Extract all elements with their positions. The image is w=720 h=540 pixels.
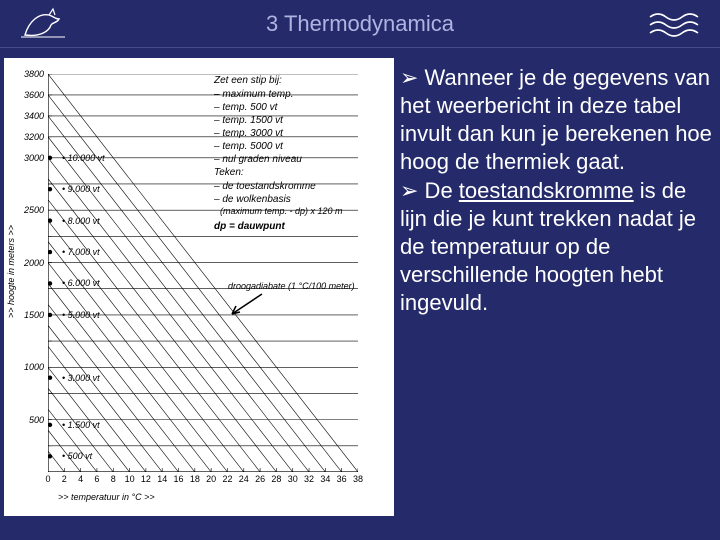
legend-dp: dp = dauwpunt — [214, 220, 394, 233]
bullet-text-a: De — [418, 178, 458, 203]
y-tick-label: 500 — [29, 415, 44, 425]
x-tick-label: 2 — [62, 474, 67, 484]
altitude-label: • 5.000 vt — [62, 310, 100, 320]
x-tick-label: 22 — [222, 474, 232, 484]
altitude-label: • 9.000 vt — [62, 184, 100, 194]
x-tick-label: 38 — [353, 474, 363, 484]
slide-title: 3 Thermodynamica — [266, 11, 454, 37]
x-axis-labels: 02468101214161820222426283032343638 — [48, 474, 358, 488]
y-tick-label: 2000 — [24, 258, 44, 268]
x-tick-label: 24 — [239, 474, 249, 484]
x-tick-label: 12 — [141, 474, 151, 484]
legend-sub: (maximum temp. - dp) x 120 m — [220, 206, 394, 218]
altitude-label: • 1.500 vt — [62, 420, 100, 430]
x-tick-label: 28 — [271, 474, 281, 484]
x-tick-label: 6 — [94, 474, 99, 484]
x-tick-label: 30 — [288, 474, 298, 484]
legend-item: temp. 5000 vt — [214, 140, 394, 153]
altitude-label: • 3.000 vt — [62, 373, 100, 383]
y-tick-label: 1000 — [24, 362, 44, 372]
y-tick-label: 3400 — [24, 111, 44, 121]
chart-panel: >> hoogte in meters >> >> temperatuur in… — [4, 58, 394, 516]
x-tick-label: 20 — [206, 474, 216, 484]
altitude-label: • 500 vt — [62, 451, 92, 461]
legend-item: temp. 500 vt — [214, 101, 394, 114]
legend-head-1: Zet een stip bij: — [214, 74, 394, 87]
x-tick-label: 0 — [45, 474, 50, 484]
x-tick-label: 34 — [320, 474, 330, 484]
y-tick-label: 1500 — [24, 310, 44, 320]
x-tick-label: 32 — [304, 474, 314, 484]
legend-item: temp. 1500 vt — [214, 114, 394, 127]
slide-body: >> hoogte in meters >> >> temperatuur in… — [0, 48, 720, 540]
altitude-label: • 10.000 vt — [62, 153, 105, 163]
y-tick-label: 2500 — [24, 205, 44, 215]
bullet-icon: ➢ — [400, 178, 418, 203]
altitude-label: • 7.000 vt — [62, 247, 100, 257]
wave-icon — [646, 9, 706, 39]
bullet-1: ➢ Wanneer je de gegevens van het weerber… — [400, 64, 714, 177]
y-axis-labels: 500100015002000250030003200340036003800 — [10, 74, 46, 472]
bullet-text: Wanneer je de gegevens van het weerberic… — [400, 65, 712, 174]
legend-item: maximum temp. — [214, 88, 394, 101]
y-tick-label: 3200 — [24, 132, 44, 142]
y-tick-label: 3600 — [24, 90, 44, 100]
x-tick-label: 8 — [111, 474, 116, 484]
x-tick-label: 36 — [337, 474, 347, 484]
x-tick-label: 4 — [78, 474, 83, 484]
legend-item: de wolkenbasis — [214, 193, 394, 206]
altitude-label: • 8.000 vt — [62, 216, 100, 226]
slide-header: 3 Thermodynamica — [0, 0, 720, 48]
horse-icon — [14, 7, 74, 41]
altitude-label: • 6.000 vt — [62, 278, 100, 288]
bullet-2: ➢ De toestandskromme is de lijn die je k… — [400, 177, 714, 318]
legend-item: nul graden niveau — [214, 153, 394, 166]
legend-item: de toestandskromme — [214, 180, 394, 193]
text-panel: ➢ Wanneer je de gegevens van het weerber… — [398, 48, 720, 540]
bullet-icon: ➢ — [400, 65, 418, 90]
y-tick-label: 3000 — [24, 153, 44, 163]
legend-head-2: Teken: — [214, 166, 394, 179]
x-tick-label: 10 — [125, 474, 135, 484]
x-axis-title: >> temperatuur in °C >> — [58, 492, 155, 502]
x-tick-label: 18 — [190, 474, 200, 484]
x-tick-label: 14 — [157, 474, 167, 484]
bullet-text-b: toestandskromme — [459, 178, 634, 203]
y-tick-label: 3800 — [24, 69, 44, 79]
x-tick-label: 16 — [174, 474, 184, 484]
chart-legend: Zet een stip bij: maximum temp. temp. 50… — [214, 74, 394, 233]
x-tick-label: 26 — [255, 474, 265, 484]
legend-item: temp. 3000 vt — [214, 127, 394, 140]
arrow-icon — [226, 290, 266, 320]
